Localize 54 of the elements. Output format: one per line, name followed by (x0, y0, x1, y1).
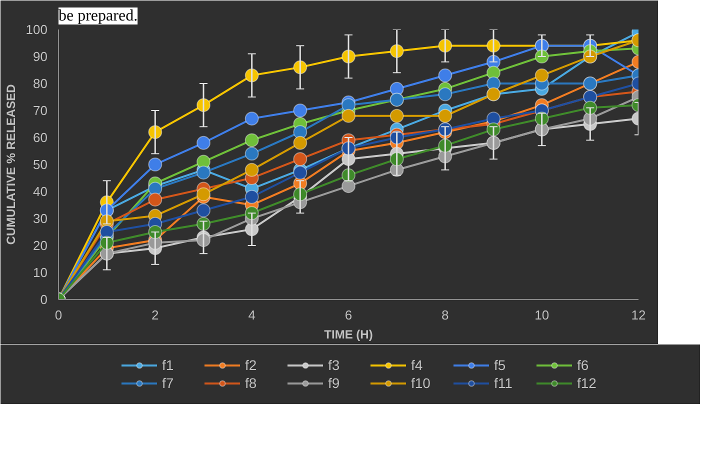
y-tick-label: 80 (33, 76, 48, 91)
point (438, 108, 452, 123)
legend-label: f10 (411, 375, 432, 391)
point (293, 152, 308, 166)
point (196, 136, 210, 150)
legend-label: f2 (245, 357, 258, 373)
y-tick-label: 50 (33, 157, 48, 172)
y-tick-label: 20 (33, 238, 48, 253)
x-axis-title: TIME (H) (324, 328, 373, 342)
point (438, 87, 452, 102)
x-tick-label: 8 (442, 308, 449, 322)
point (148, 158, 162, 172)
x-tick-label: 12 (631, 308, 646, 322)
point (534, 68, 549, 82)
y-tick-label: 100 (26, 22, 48, 37)
y-axis-title: CUMULATIVE % RELEASED (4, 84, 18, 245)
y-tick-label: 40 (33, 184, 48, 199)
point (293, 104, 308, 118)
y-tick-label: 90 (33, 49, 48, 64)
legend-label: f9 (328, 375, 341, 391)
y-tick-label: 10 (33, 265, 48, 280)
point (196, 166, 210, 180)
y-tick-label: 70 (33, 103, 48, 118)
legend-label: f8 (245, 375, 258, 391)
point (438, 68, 452, 82)
point (293, 166, 308, 180)
point (244, 146, 259, 161)
point (342, 108, 356, 123)
point (196, 187, 210, 202)
point (148, 192, 162, 207)
y-tick-label: 60 (33, 130, 48, 145)
point (390, 108, 404, 123)
x-tick-label: 6 (344, 308, 352, 322)
x-tick-label: 0 (54, 308, 62, 322)
y-tick-label: 30 (33, 211, 48, 226)
point (196, 203, 210, 218)
point (244, 112, 259, 126)
point (244, 190, 259, 204)
legend-label: f1 (162, 357, 175, 373)
point (244, 133, 259, 148)
point (293, 136, 308, 150)
legend-label: f6 (577, 357, 590, 373)
y-tick-label: 0 (40, 292, 48, 307)
text: be prepared. (58, 8, 138, 24)
legend-label: f12 (577, 375, 598, 391)
legend-label: f3 (328, 357, 341, 373)
legend-label: f11 (494, 375, 514, 391)
x-tick-label: 2 (152, 308, 159, 322)
x-tick-label: 10 (534, 308, 550, 322)
legend-label: f5 (494, 357, 507, 373)
point (244, 162, 259, 177)
legend-label: f7 (162, 375, 175, 391)
x-tick-label: 4 (248, 308, 256, 322)
legend-label: f4 (411, 357, 424, 373)
